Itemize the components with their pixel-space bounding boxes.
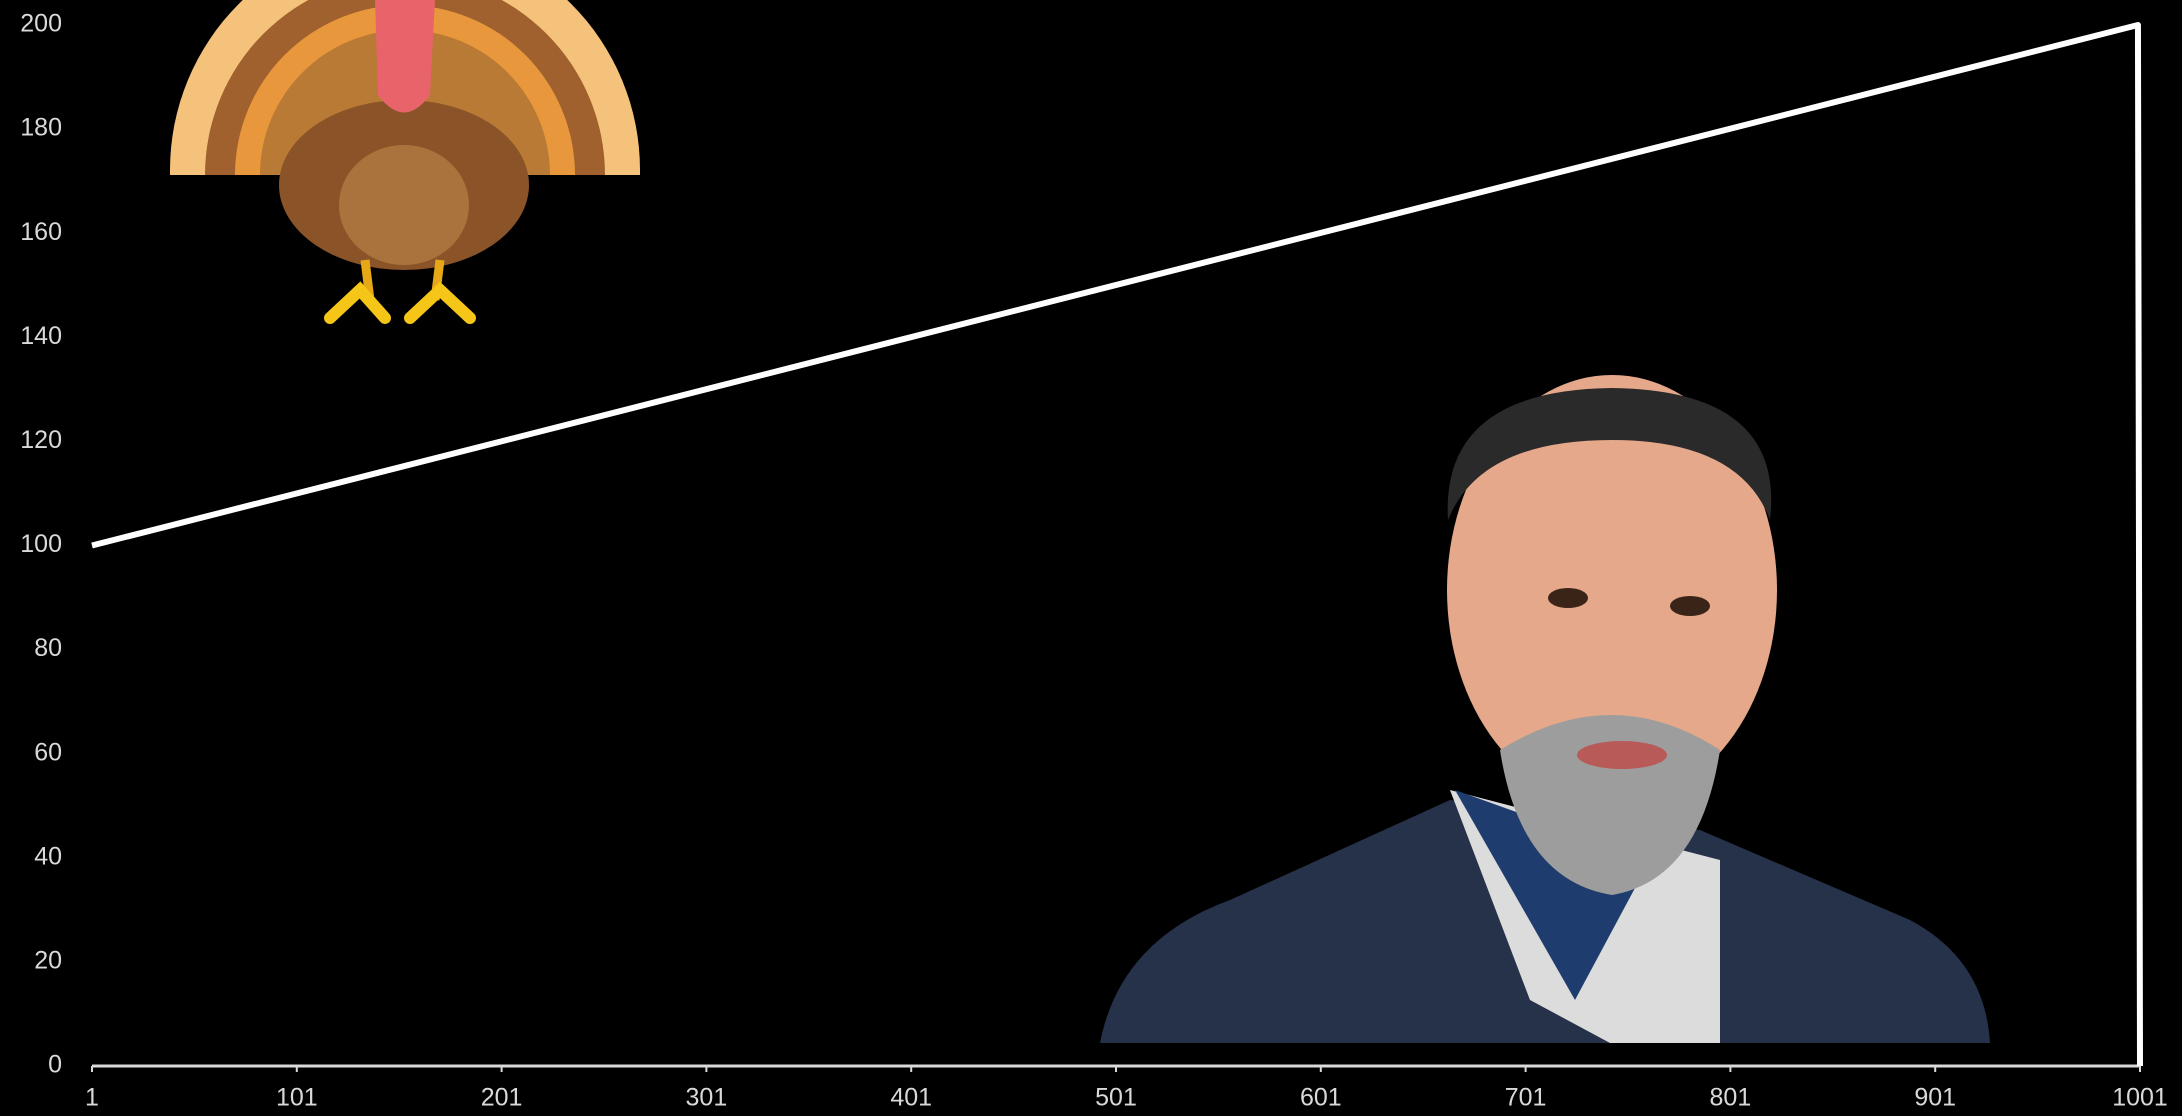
x-tick-label: 801 <box>1710 1084 1752 1112</box>
x-tick-label: 101 <box>276 1084 318 1112</box>
x-tick-label: 701 <box>1505 1084 1547 1112</box>
y-tick-label: 40 <box>34 842 62 870</box>
x-tick-label: 901 <box>1914 1084 1956 1112</box>
y-tick-label: 100 <box>20 530 62 558</box>
y-tick-label: 80 <box>34 634 62 662</box>
y-tick-label: 0 <box>48 1051 62 1079</box>
x-tick-label: 301 <box>686 1084 728 1112</box>
y-tick-label: 180 <box>20 114 62 142</box>
x-tick-label: 201 <box>481 1084 523 1112</box>
x-tick-label: 501 <box>1095 1084 1137 1112</box>
y-tick-label: 140 <box>20 322 62 350</box>
turkey-illustration <box>170 0 640 324</box>
x-tick-label: 401 <box>890 1084 932 1112</box>
y-tick-label: 60 <box>34 738 62 766</box>
data-line <box>91 22 2143 1067</box>
y-tick-label: 20 <box>34 947 62 975</box>
x-tick-label: 601 <box>1300 1084 1342 1112</box>
y-tick-label: 160 <box>20 218 62 246</box>
x-tick-label: 1001 <box>2112 1084 2168 1112</box>
y-tick-label: 200 <box>20 10 62 38</box>
portrait-illustration <box>1100 375 1990 1043</box>
y-tick-label: 120 <box>20 426 62 454</box>
x-tick-label: 1 <box>85 1084 99 1112</box>
